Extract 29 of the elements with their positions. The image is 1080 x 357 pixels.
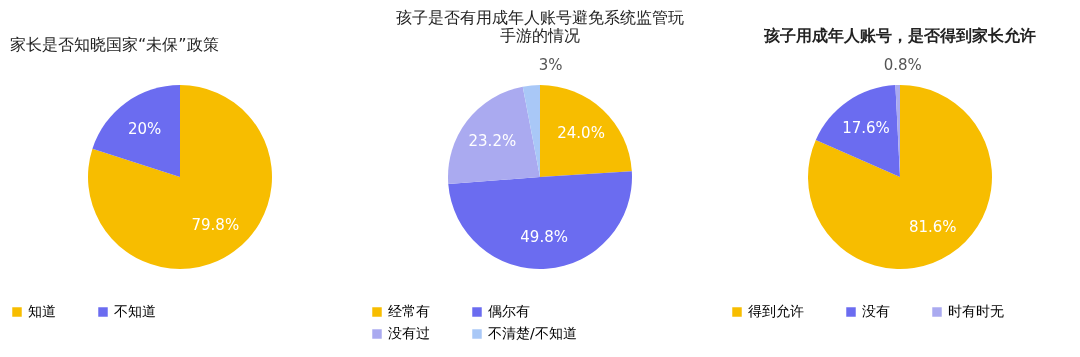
data-label: 81.6% [908,218,957,237]
legend-label: 经常有 [388,303,430,319]
chart-title: 孩子是否有用成年人账号避免系统监管玩手游的情况 [396,8,684,46]
legend-label: 得到允许 [748,303,804,319]
pie-slice [88,85,272,269]
legend-label: 知道 [28,303,56,319]
data-label: 79.8% [191,216,240,235]
data-label: 0.8% [883,56,922,75]
legend-label: 不知道 [114,303,156,319]
legend-label: 偶尔有 [488,303,530,319]
pie-slice [522,85,540,177]
data-label: 24.0% [557,124,605,143]
legend-label: 时有时无 [948,303,1004,319]
pie-slice [448,171,632,269]
pie-slice [808,85,992,269]
data-label: 17.6% [842,118,890,137]
pie-slice [815,85,900,177]
data-label: 49.8% [520,227,568,246]
pie-slice [92,85,180,177]
legend-label: 不清楚/不知道 [488,325,577,341]
pie-slice [448,86,540,184]
data-label: 3% [538,56,563,75]
data-label: 23.2% [468,131,517,150]
data-label: 20% [128,119,162,138]
chart-title: 家长是否知晓国家“未保”政策 [10,35,219,54]
legend-label: 没有 [862,303,890,319]
legend-label: 没有过 [388,325,430,341]
pie-slice [540,85,632,177]
chart-title: 孩子用成年人账号，是否得到家长允许 [763,26,1036,46]
